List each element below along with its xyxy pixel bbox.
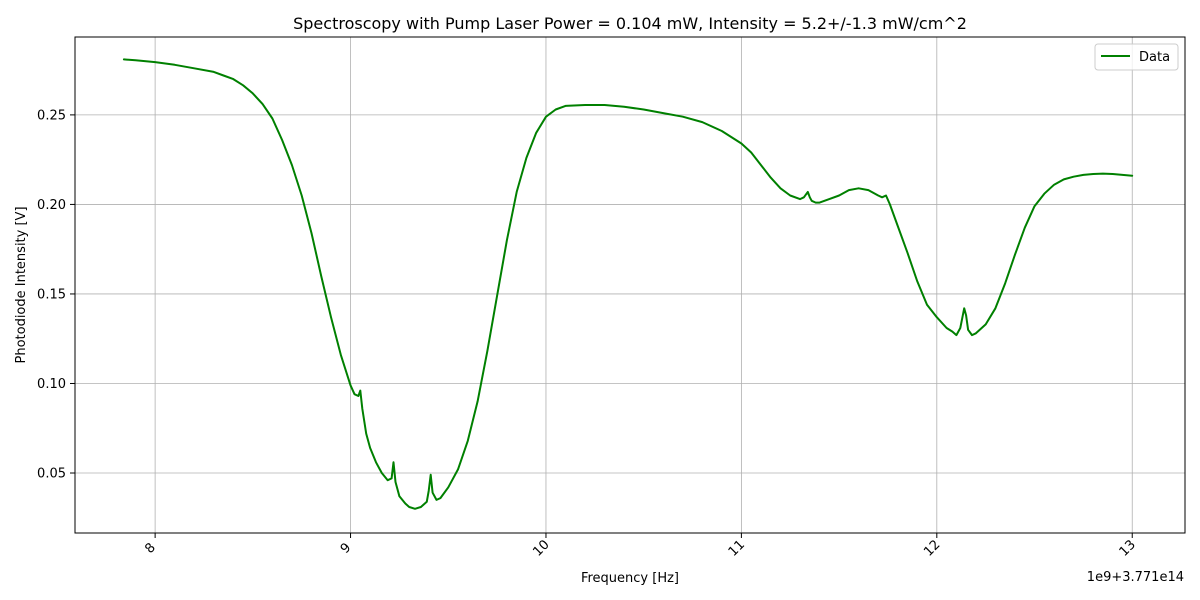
legend: Data [1094, 43, 1179, 71]
y-tick-label: 0.05 [37, 467, 66, 482]
plot-area-frame [74, 36, 1186, 534]
legend-label-data: Data [1139, 50, 1170, 65]
x-axis-offset-label: 1e9+3.771e14 [1087, 570, 1184, 585]
legend-box [1094, 43, 1179, 71]
y-axis-title: Photodiode Intensity [V] [14, 206, 29, 363]
y-tick-label: 0.15 [37, 287, 66, 302]
series-line-data [122, 58, 1134, 510]
y-tick-label: 0.25 [37, 108, 66, 123]
chart-title: Spectroscopy with Pump Laser Power = 0.1… [293, 14, 967, 33]
x-axis-title: Frequency [Hz] [581, 571, 679, 586]
y-tick-label: 0.10 [37, 377, 66, 392]
series-layer [122, 58, 1134, 510]
y-axis-ticks: 0.05 0.10 0.15 0.20 0.25 [37, 108, 75, 482]
y-tick-label: 0.20 [37, 198, 66, 213]
